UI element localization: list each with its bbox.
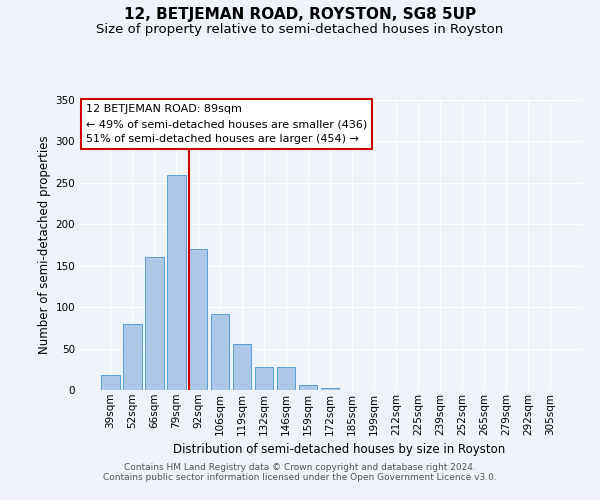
Bar: [145, 258, 164, 390]
Text: Size of property relative to semi-detached houses in Royston: Size of property relative to semi-detach…: [97, 22, 503, 36]
Y-axis label: Number of semi-detached properties: Number of semi-detached properties: [38, 136, 52, 354]
Bar: [189, 249, 208, 390]
Bar: [167, 174, 185, 390]
Text: Distribution of semi-detached houses by size in Royston: Distribution of semi-detached houses by …: [173, 442, 505, 456]
Text: Contains public sector information licensed under the Open Government Licence v3: Contains public sector information licen…: [103, 474, 497, 482]
Bar: [123, 324, 142, 390]
Bar: [299, 385, 317, 390]
Bar: [211, 314, 229, 390]
Bar: [255, 367, 274, 390]
Bar: [320, 388, 340, 390]
Text: Contains HM Land Registry data © Crown copyright and database right 2024.: Contains HM Land Registry data © Crown c…: [124, 464, 476, 472]
Bar: [233, 344, 251, 390]
Bar: [277, 367, 295, 390]
Text: 12 BETJEMAN ROAD: 89sqm
← 49% of semi-detached houses are smaller (436)
51% of s: 12 BETJEMAN ROAD: 89sqm ← 49% of semi-de…: [86, 104, 367, 144]
Bar: [101, 375, 119, 390]
Text: 12, BETJEMAN ROAD, ROYSTON, SG8 5UP: 12, BETJEMAN ROAD, ROYSTON, SG8 5UP: [124, 8, 476, 22]
